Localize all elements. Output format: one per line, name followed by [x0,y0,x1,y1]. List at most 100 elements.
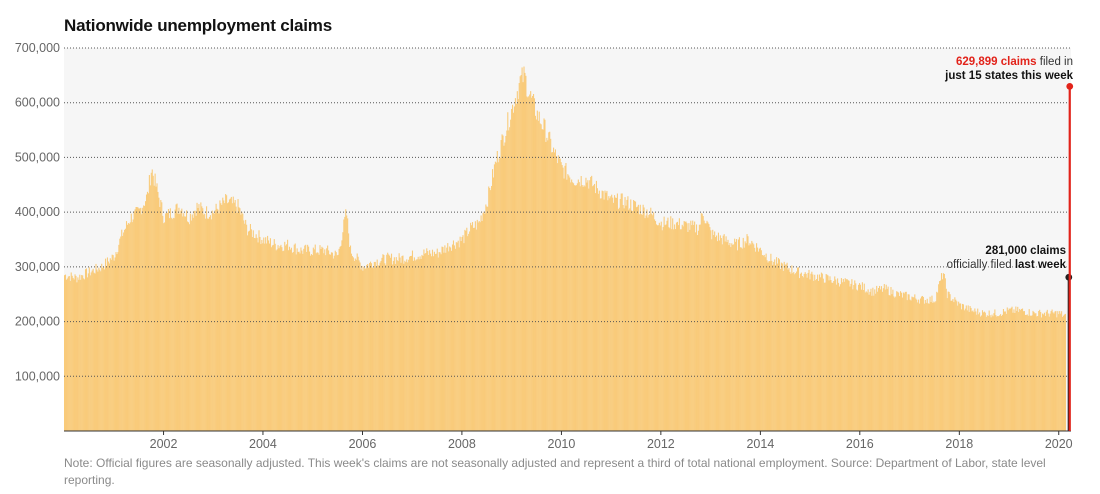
x-tick-label: 2004 [249,437,277,451]
x-tick-label: 2006 [349,437,377,451]
weekly-claims-bar [195,215,197,431]
weekly-claims-bar [548,132,550,431]
weekly-claims-bar [976,314,978,431]
weekly-claims-bar [383,255,385,431]
weekly-claims-bar [552,152,554,431]
weekly-claims-bar [363,266,365,431]
weekly-claims-bar [728,245,730,431]
weekly-claims-bar [660,221,662,431]
weekly-claims-bar [182,216,184,431]
weekly-claims-bar [155,186,157,431]
weekly-claims-bar [400,262,402,431]
weekly-claims-bar [426,248,428,431]
weekly-claims-bar [535,119,537,431]
weekly-claims-bar [650,207,652,431]
x-tick-label: 2012 [647,437,675,451]
weekly-claims-bar [290,247,292,431]
weekly-claims-bar [769,261,771,431]
weekly-claims-bar [357,256,359,431]
weekly-claims-bar [438,252,440,431]
weekly-claims-bar [887,286,889,431]
weekly-claims-bar [964,308,966,431]
weekly-claims-bar [736,250,739,431]
weekly-claims-bar [321,246,323,431]
weekly-claims-bar [557,155,559,431]
weekly-claims-bar [283,250,285,431]
weekly-claims-bar [873,295,875,431]
weekly-claims-bar [721,244,723,431]
weekly-claims-bar [843,281,845,431]
weekly-claims-bar [860,289,862,431]
weekly-claims-bar [151,169,153,431]
weekly-claims-bar [84,279,86,431]
weekly-claims-bar [429,250,431,431]
weekly-claims-bar [251,236,253,431]
weekly-claims-bar [832,282,834,431]
weekly-claims-bar [520,75,522,431]
weekly-claims-bar [474,221,476,431]
weekly-claims-bar [1012,312,1014,431]
weekly-claims-bar [434,254,436,431]
weekly-claims-bar [337,254,339,431]
weekly-claims-bar [101,263,103,431]
weekly-claims-bar [579,186,581,431]
weekly-claims-bar [198,204,200,431]
weekly-claims-bar [821,273,823,431]
weekly-claims-bar [638,214,640,431]
weekly-claims-bar [911,296,913,431]
weekly-claims-bar [766,260,768,431]
weekly-claims-bar [443,252,445,431]
weekly-claims-bar [1008,308,1010,431]
weekly-claims-bar [404,260,406,431]
weekly-claims-bar [172,217,174,431]
weekly-claims-bar [338,248,340,431]
weekly-claims-bar [713,235,715,431]
weekly-claims-bar [935,301,937,431]
weekly-claims-bar [165,213,167,431]
weekly-claims-bar [1031,315,1033,431]
weekly-claims-bar [224,203,226,431]
weekly-claims-bar [917,302,919,431]
weekly-claims-bar [139,208,141,431]
weekly-claims-bar [1016,310,1018,431]
weekly-claims-bar [922,296,924,431]
weekly-claims-bar [717,232,719,431]
weekly-claims-bar [1060,313,1062,431]
weekly-claims-bar [880,286,882,431]
weekly-claims-bar [154,173,156,431]
weekly-claims-bar [527,97,529,432]
weekly-claims-bar [232,196,234,431]
weekly-claims-bar [670,216,672,431]
weekly-claims-bar [781,263,783,431]
weekly-claims-bar [857,290,859,431]
weekly-claims-bar [230,196,232,431]
weekly-claims-bar [351,256,353,431]
weekly-claims-bar [310,254,312,431]
weekly-claims-bar [516,91,518,432]
weekly-claims-bar [185,216,187,431]
weekly-claims-bar [655,224,658,431]
weekly-claims-bar [943,273,945,431]
weekly-claims-bar [225,194,227,431]
weekly-claims-bar [505,135,507,431]
weekly-claims-bar [901,297,903,431]
weekly-claims-bar [812,274,814,431]
weekly-claims-bar [197,207,199,431]
weekly-claims-bar [478,221,480,431]
weekly-claims-bar [663,216,665,431]
weekly-claims-bar [279,246,281,431]
weekly-claims-bar [223,200,225,431]
weekly-claims-bar [271,245,273,431]
highlight-group [1065,82,1074,432]
weekly-claims-bar [81,275,83,431]
weekly-claims-bar [739,247,741,431]
weekly-claims-bar [927,303,929,431]
weekly-claims-bar [504,142,506,431]
weekly-claims-bar [440,254,442,431]
weekly-claims-bar [410,255,412,431]
weekly-claims-bar [124,229,126,431]
weekly-claims-bar [456,242,458,431]
weekly-claims-bar [688,223,690,431]
weekly-claims-bar [615,197,618,431]
weekly-claims-bar [491,185,493,431]
